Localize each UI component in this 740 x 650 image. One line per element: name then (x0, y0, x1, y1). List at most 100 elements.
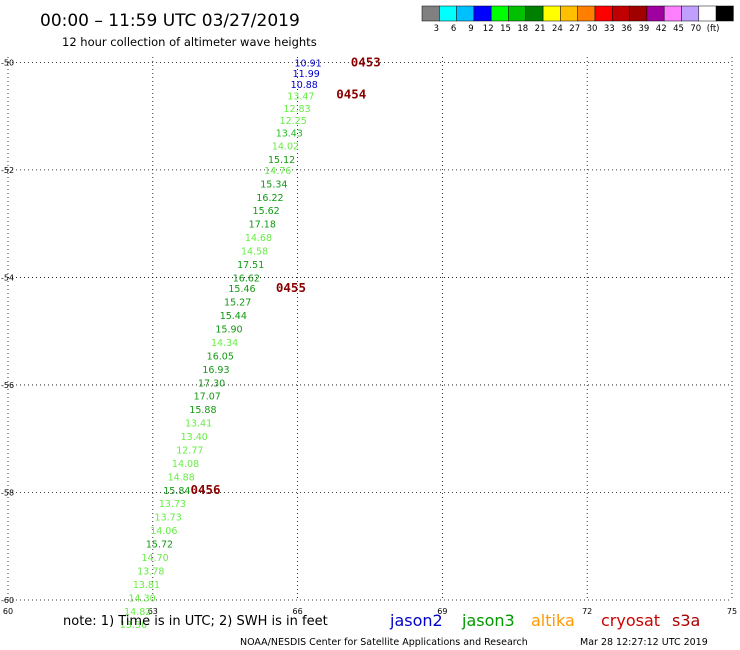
scale-swatch (439, 5, 457, 22)
scale-swatch (473, 5, 492, 22)
scale-label: 12 (483, 24, 494, 34)
swh-value: 15.27 (224, 298, 251, 309)
swh-value: 10.88 (291, 80, 318, 91)
footer-timestamp: Mar 28 12:27:12 UTC 2019 (580, 637, 708, 648)
y-tick-label: -60 (1, 596, 14, 605)
scale-label: 36 (621, 24, 632, 34)
scale-swatch (456, 5, 475, 22)
time-label: 0453 (351, 54, 381, 69)
scale-label: 3 (434, 24, 439, 34)
swh-value: 16.62 (233, 273, 260, 284)
time-label: 0454 (336, 87, 366, 102)
axis-ticks: 60 63 66 69 72 75 -50 -52 -54 -56 -58 -60 (1, 58, 737, 616)
swh-value: 14.30 (128, 593, 155, 604)
footer-credit: NOAA/NESDIS Center for Satellite Applica… (240, 637, 528, 648)
swh-value: 13.47 (287, 92, 314, 103)
scale-label: 9 (468, 24, 473, 34)
time-label: 0455 (276, 280, 306, 295)
scale-label: 33 (604, 24, 615, 34)
scale-label: 70 (690, 24, 701, 34)
swh-value: 14.82 (124, 607, 151, 618)
swh-value: 17.51 (237, 260, 264, 271)
scale-swatch (663, 5, 682, 22)
swh-value: 11.99 (293, 69, 320, 80)
scale-label: 24 (552, 24, 563, 34)
swh-value: 13.41 (185, 419, 212, 430)
scale-label: 6 (451, 24, 456, 34)
swh-value: 14.88 (168, 472, 195, 483)
scale-swatch (490, 5, 509, 22)
scale-swatch (542, 5, 561, 22)
swh-value: 15.84 (163, 486, 190, 497)
y-tick-label: -58 (1, 488, 14, 497)
gridlines (7, 57, 733, 601)
swh-value: 14.76 (264, 166, 291, 177)
swh-value: 14.02 (272, 142, 299, 153)
scale-label: 15 (500, 24, 511, 34)
swh-value: 14.68 (245, 233, 272, 244)
swh-value: 13.36 (120, 620, 147, 631)
swh-value: 15.62 (253, 206, 280, 217)
swh-value: 15.44 (220, 311, 247, 322)
swh-value: 13.81 (133, 580, 160, 591)
y-tick-label: -50 (1, 58, 14, 67)
x-tick-label: 66 (293, 607, 303, 616)
scale-swatch (421, 5, 440, 22)
swh-value: 12.77 (176, 445, 203, 456)
time-labels: 0453 0454 0455 0456 (190, 54, 380, 496)
satellite-legend-item: cryosat (601, 611, 660, 630)
scale-swatch (612, 5, 630, 22)
x-tick-label: 69 (437, 607, 447, 616)
swh-value: 15.46 (228, 284, 255, 295)
swh-value: 10.91 (295, 58, 322, 69)
x-tick-label: 72 (582, 607, 592, 616)
swh-value: 16.05 (207, 351, 234, 362)
y-tick-label: -54 (1, 273, 14, 282)
scale-label: 39 (638, 24, 649, 34)
swh-value: 13.43 (276, 128, 303, 139)
swh-value: 12.83 (283, 104, 310, 115)
footer-note: note: 1) Time is in UTC; 2) SWH is in fe… (63, 614, 328, 629)
scale-label: 45 (673, 24, 684, 34)
swh-value: 15.88 (189, 405, 216, 416)
time-label: 0456 (190, 482, 220, 497)
scale-swatch (629, 5, 648, 22)
swh-value: 16.22 (256, 193, 283, 204)
swh-value: 13.40 (181, 432, 208, 443)
scale-swatch (646, 5, 665, 22)
swh-value: 17.18 (249, 220, 276, 231)
scale-swatch (594, 5, 613, 22)
swh-value: 15.12 (268, 155, 295, 166)
swh-value: 13.73 (155, 513, 182, 524)
scale-label: 42 (656, 24, 667, 34)
scale-swatch (560, 5, 578, 22)
satellite-legend: jason2 jason3 altika cryosat s3a (389, 611, 700, 630)
color-scale: 3 6 9 12 15 18 21 24 27 30 33 36 39 42 45 70 (ft) (421, 5, 734, 34)
satellite-legend-item: altika (531, 611, 575, 630)
satellite-legend-item: jason2 (389, 611, 443, 630)
chart-subtitle: 12 hour collection of altimeter wave hei… (62, 35, 317, 49)
scale-swatch (681, 5, 700, 22)
swh-value: 14.70 (142, 553, 169, 564)
scale-swatch (698, 5, 717, 22)
swh-value: 14.58 (241, 247, 268, 258)
scale-label: 18 (517, 24, 528, 34)
swh-value: 15.34 (260, 179, 287, 190)
swh-value: 15.72 (146, 540, 173, 551)
scale-label: (ft) (707, 24, 720, 34)
swh-value: 17.30 (198, 378, 225, 389)
swh-value: 13.78 (137, 566, 164, 577)
scale-swatch (715, 5, 734, 22)
chart-title: 00:00 – 11:59 UTC 03/27/2019 (40, 11, 300, 31)
swh-value: 14.08 (172, 459, 199, 470)
swh-value: 16.93 (202, 365, 229, 376)
swh-value: 13.73 (159, 499, 186, 510)
swh-value: 14.34 (211, 338, 238, 349)
scale-label: 27 (569, 24, 580, 34)
plot-area: 60 63 66 69 72 75 -50 -52 -54 -56 -58 -60 10.9111.9… (1, 54, 737, 631)
scale-swatch (577, 5, 596, 22)
y-tick-label: -52 (1, 166, 14, 175)
satellite-legend-item: jason3 (461, 611, 515, 630)
x-tick-label: 60 (3, 607, 13, 616)
swh-value: 15.90 (215, 325, 242, 336)
